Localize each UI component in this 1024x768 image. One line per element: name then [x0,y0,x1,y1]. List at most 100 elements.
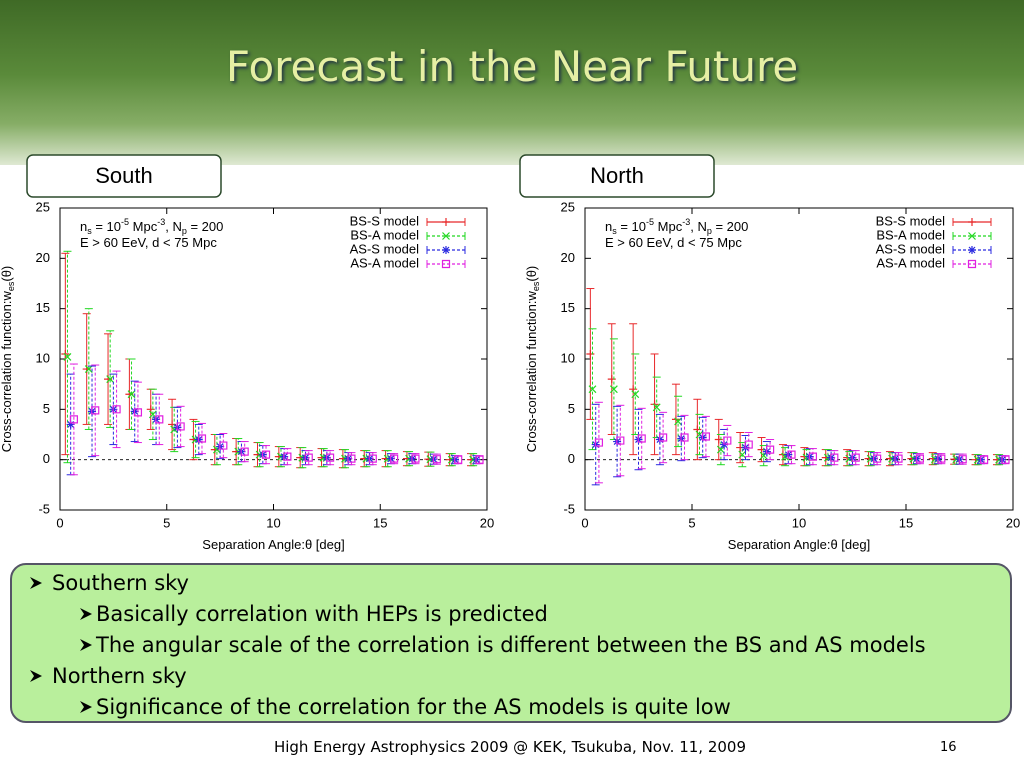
marker [61,349,70,358]
marker [616,436,625,445]
annotation-part: Mpc [654,219,683,234]
marker [980,455,989,464]
marker [325,453,335,462]
x-tick-label: 15 [373,515,387,530]
marker [830,453,839,462]
marker [680,433,689,442]
marker [968,246,976,254]
y-axis-label: Cross-correlation function:wes(θ) [0,266,16,453]
marker [66,420,75,429]
y-axis-label-part: (θ) [0,266,14,282]
marker [744,440,753,449]
x-axis-label-part: Separation Angle: [202,537,305,552]
legend-label: BS-S model [350,213,419,228]
y-tick-label: -5 [38,501,50,516]
bullet-text: Southern sky [52,571,189,595]
bullet-text: Northern sky [52,664,187,688]
marker [637,434,646,443]
bullet-icon [80,701,92,713]
marker [958,455,967,464]
legend-label: BS-A model [350,227,419,242]
marker [588,385,597,394]
x-axis-label-part: [deg] [838,537,871,552]
y-tick-label: 10 [561,350,575,365]
bullet-text: Basically correlation with HEPs is predi… [96,602,548,626]
x-axis-label: Separation Angle:θ [deg] [202,537,344,552]
y-tick-label: 20 [561,250,575,265]
banner [0,0,1024,165]
y-axis-label-part: Cross-correlation function:w [0,291,14,453]
annotation-part: Mpc [129,219,158,234]
plot-frame [59,207,488,511]
bullet-icon [30,577,42,589]
x-tick-label: 20 [480,515,494,530]
legend-label: BS-A model [876,227,945,242]
marker [586,349,595,358]
marker [283,452,292,461]
y-axis-label-part: (θ) [524,266,539,282]
marker [594,438,604,447]
bullet-box: Southern sky Basically correlation with H… [10,563,1012,723]
marker [894,454,903,463]
marker [967,259,977,269]
marker [873,454,882,463]
marker [674,417,683,426]
y-tick-label: 0 [43,451,50,466]
marker [133,408,143,417]
x-axis-label: Separation Angle:θ [deg] [728,537,870,552]
bullet-icon [80,639,92,651]
x-tick-label: 10 [792,515,806,530]
marker [937,454,946,463]
annotation: ns = 10-5 Mpc-3, Np = 200 [605,217,748,236]
bullet: Northern sky [28,664,187,688]
slide-title: Forecast in the Near Future [225,42,799,91]
marker [714,435,723,444]
y-axis-label-part: Cross-correlation function:w [524,291,539,453]
marker [631,390,640,399]
annotation-part: , N [165,219,182,234]
annotation-part: = 200 [187,219,224,234]
x-axis-label-part: θ [305,537,312,552]
marker [723,436,732,445]
marker [787,450,796,459]
annotation-part: s [87,226,92,236]
marker [716,445,725,454]
annotation: E > 60 EeV, d < 75 Mpc [80,235,217,250]
marker [91,406,100,415]
bullet: Basically correlation with HEPs is predi… [78,602,548,626]
bullet-text: Significance of the correlation for the … [96,695,731,719]
page-number: 16 [940,740,957,755]
x-axis-label-part: θ [830,537,837,552]
annotation-part: = 200 [712,219,749,234]
tab [26,154,222,198]
marker [197,434,207,443]
marker [915,454,925,463]
marker [442,246,450,254]
y-tick-label: 15 [561,300,575,315]
marker [84,365,93,373]
legend-label: AS-A model [350,255,419,270]
annotation: E > 60 EeV, d < 75 Mpc [605,235,742,250]
legend-label: AS-S model [350,241,419,256]
annotation: ns = 10-5 Mpc-3, Np = 200 [80,217,223,236]
marker [766,445,775,454]
tab [519,154,715,198]
marker [454,455,463,464]
charts: South -5 0 5 10 15 20 25 0 5 10 15 20 Separation Angl… [0,154,1020,552]
legend-label: BS-S model [876,213,945,228]
marker [701,432,711,441]
marker [432,455,441,464]
marker [968,232,976,240]
marker [607,375,616,384]
marker [652,403,661,412]
x-tick-label: 20 [1006,515,1020,530]
marker [442,218,450,226]
y-tick-label: 25 [36,199,50,214]
marker [808,452,818,461]
marker [219,441,228,450]
chart-title: South [95,163,153,188]
annotation-part: , N [690,219,707,234]
bullet: The angular scale of the correlation is … [78,633,926,657]
bullet: Southern sky [28,571,189,595]
